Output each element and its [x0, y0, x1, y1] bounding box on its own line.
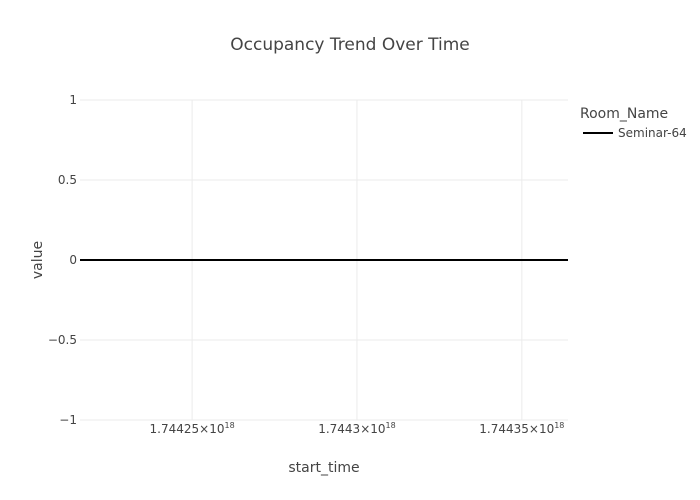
legend-item-seminar-64[interactable]: Seminar-64: [583, 126, 687, 140]
x-tick-mantissa: 1.7443: [318, 422, 360, 436]
x-tick-label: 1.74425×1018: [150, 421, 235, 436]
x-tick-mantissa: 1.74435: [479, 422, 529, 436]
x-tick-exponent: 18: [224, 421, 234, 430]
x-tick-labels: 1.74425×1018 1.7443×1018 1.74435×1018: [150, 421, 565, 436]
legend-title: Room_Name: [580, 106, 668, 122]
legend-label: Seminar-64: [618, 126, 687, 140]
x-tick-mantissa: 1.74425: [150, 422, 200, 436]
x-tick-base: ×10: [199, 422, 224, 436]
x-tick-base: ×10: [360, 422, 385, 436]
y-axis-title: value: [30, 241, 46, 279]
y-tick-label: 0.5: [58, 173, 77, 187]
x-tick-label: 1.7443×1018: [318, 421, 396, 436]
x-tick-label: 1.74435×1018: [479, 421, 564, 436]
x-tick-exponent: 18: [386, 421, 396, 430]
y-tick-label: −1: [59, 413, 77, 427]
y-tick-labels: 1 0.5 0 −0.5 −1: [48, 93, 77, 427]
chart-title: Occupancy Trend Over Time: [230, 35, 469, 55]
x-axis-title: start_time: [288, 460, 359, 476]
x-tick-base: ×10: [529, 422, 554, 436]
y-tick-label: 0: [69, 253, 77, 267]
y-tick-label: −0.5: [48, 333, 77, 347]
legend: Room_Name Seminar-64: [580, 106, 687, 140]
x-tick-exponent: 18: [554, 421, 564, 430]
y-tick-label: 1: [69, 93, 77, 107]
